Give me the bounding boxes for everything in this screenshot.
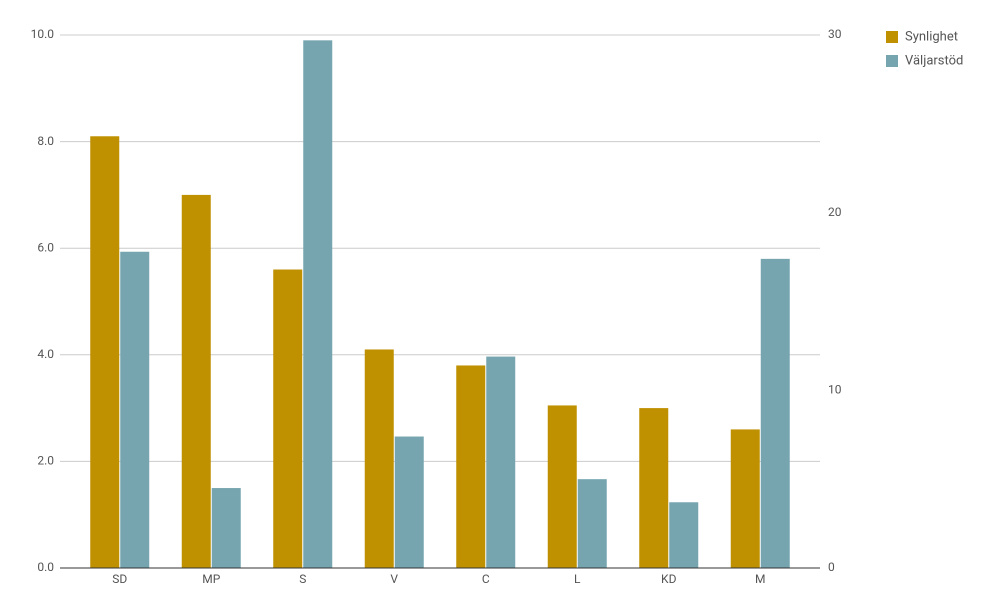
y-tick-label: 6.0 — [37, 240, 54, 254]
bar — [394, 436, 424, 568]
x-tick-label: C — [482, 572, 490, 586]
bar — [120, 251, 150, 568]
bar — [547, 405, 577, 568]
y-tick-label: 10.0 — [31, 27, 55, 41]
x-tick-label: L — [574, 572, 581, 586]
x-tick-label: S — [299, 572, 306, 586]
bar — [760, 258, 790, 568]
bar — [303, 40, 333, 568]
x-tick-label: M — [755, 572, 765, 586]
y2-tick-label: 30 — [828, 27, 842, 41]
legend-swatch — [886, 31, 898, 43]
x-tick-label: MP — [202, 572, 220, 586]
x-tick-label: KD — [661, 572, 677, 586]
bar — [364, 349, 394, 568]
y2-tick-label: 0 — [828, 560, 835, 574]
bar — [181, 194, 211, 568]
y-tick-label: 2.0 — [37, 454, 54, 468]
legend-swatch — [886, 55, 898, 67]
x-tick-label: SD — [112, 572, 127, 586]
y-tick-label: 4.0 — [37, 347, 54, 361]
bar — [456, 365, 486, 568]
bar — [730, 429, 760, 568]
x-tick-label: V — [390, 572, 398, 586]
y2-tick-label: 10 — [828, 383, 842, 397]
y2-tick-label: 20 — [828, 205, 842, 219]
legend-label: Synlighet — [905, 29, 958, 44]
y-tick-label: 0.0 — [37, 560, 54, 574]
bar — [90, 136, 120, 568]
bar — [639, 408, 669, 568]
bar — [211, 488, 241, 568]
bar — [486, 356, 516, 568]
legend-label: Väljarstöd — [905, 53, 963, 68]
bar — [669, 502, 699, 568]
bar — [273, 269, 303, 568]
bar — [577, 479, 607, 568]
y-tick-label: 8.0 — [37, 134, 54, 148]
